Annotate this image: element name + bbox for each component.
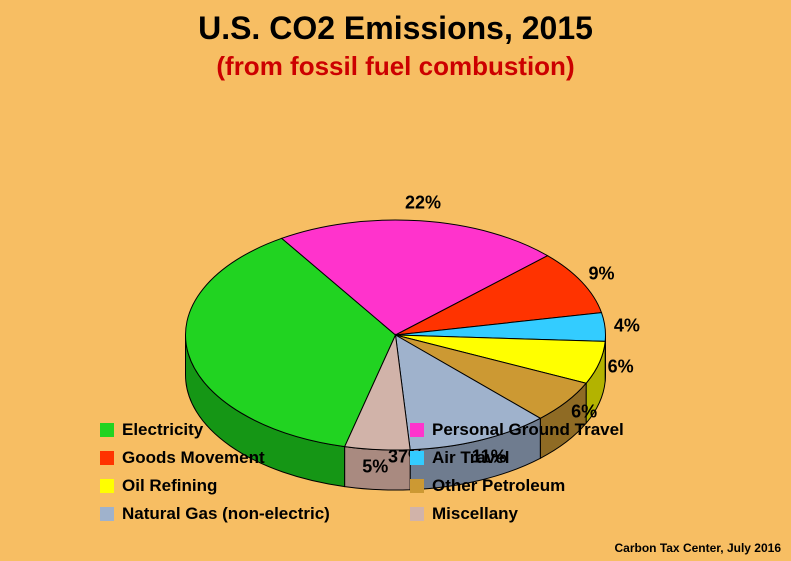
chart-subtitle: (from fossil fuel combustion): [0, 51, 791, 82]
chart-container: U.S. CO2 Emissions, 2015 (from fossil fu…: [0, 0, 791, 561]
legend-swatch: [410, 423, 424, 437]
legend-swatch: [410, 479, 424, 493]
legend-item: Natural Gas (non-electric): [100, 504, 390, 524]
legend-label: Miscellany: [432, 504, 518, 524]
slice-label: 6%: [608, 357, 634, 378]
slice-label: 22%: [405, 192, 441, 213]
legend-label: Other Petroleum: [432, 476, 565, 496]
legend-item: Oil Refining: [100, 476, 390, 496]
legend-swatch: [100, 451, 114, 465]
slice-label: 9%: [588, 263, 614, 284]
legend-label: Air Travel: [432, 448, 510, 468]
legend-label: Oil Refining: [122, 476, 217, 496]
chart-title: U.S. CO2 Emissions, 2015: [0, 0, 791, 47]
legend-item: Air Travel: [410, 448, 700, 468]
legend-label: Goods Movement: [122, 448, 265, 468]
legend-swatch: [410, 507, 424, 521]
legend: Electricity Personal Ground Travel Goods M…: [100, 420, 700, 524]
legend-swatch: [100, 479, 114, 493]
legend-item: Miscellany: [410, 504, 700, 524]
attribution: Carbon Tax Center, July 2016: [614, 541, 781, 555]
legend-label: Personal Ground Travel: [432, 420, 624, 440]
legend-swatch: [410, 451, 424, 465]
legend-label: Electricity: [122, 420, 203, 440]
legend-item: Electricity: [100, 420, 390, 440]
legend-swatch: [100, 507, 114, 521]
legend-swatch: [100, 423, 114, 437]
legend-item: Goods Movement: [100, 448, 390, 468]
legend-item: Other Petroleum: [410, 476, 700, 496]
legend-label: Natural Gas (non-electric): [122, 504, 330, 524]
legend-item: Personal Ground Travel: [410, 420, 700, 440]
slice-label: 4%: [614, 315, 640, 336]
